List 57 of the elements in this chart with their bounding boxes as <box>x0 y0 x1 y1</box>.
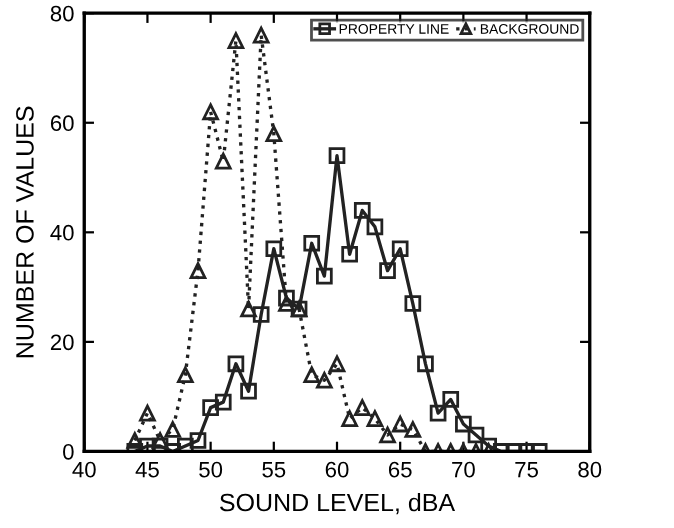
y-tick-label: 80 <box>50 5 74 22</box>
point <box>278 289 295 307</box>
point <box>341 410 358 427</box>
point <box>214 393 232 411</box>
x-tick-label: 45 <box>135 461 159 478</box>
x-tick-label: 40 <box>72 461 96 478</box>
x-tick-label: 65 <box>388 461 412 478</box>
point <box>467 426 485 444</box>
x-axis-title: SOUND LEVEL, dBA <box>220 492 456 515</box>
y-tick-label: 0 <box>63 443 74 460</box>
point <box>455 415 472 433</box>
x-tick-label: 55 <box>262 461 286 478</box>
point <box>417 355 434 373</box>
point <box>214 152 232 170</box>
point <box>240 300 257 318</box>
point <box>391 240 409 258</box>
point <box>189 262 207 279</box>
point <box>303 234 321 252</box>
point <box>429 404 447 422</box>
y-axis-title: NUMBER OF VALUES <box>16 106 34 358</box>
y-tick-label: 20 <box>50 334 74 351</box>
x-tick-label: 80 <box>578 461 602 478</box>
point <box>202 103 219 121</box>
point <box>164 421 182 438</box>
point <box>303 366 321 384</box>
point <box>379 426 396 444</box>
point <box>341 245 358 263</box>
x-tick-label: 70 <box>452 461 475 478</box>
point <box>189 432 207 449</box>
point <box>265 240 283 258</box>
point <box>391 415 409 433</box>
point <box>227 32 245 49</box>
point <box>316 371 333 389</box>
point <box>265 125 283 143</box>
point <box>202 399 219 416</box>
y-tick-label: 40 <box>50 224 74 241</box>
point <box>404 295 422 312</box>
point <box>177 366 194 384</box>
point <box>139 404 156 422</box>
x-tick-label: 50 <box>199 461 223 478</box>
point <box>379 262 396 279</box>
point <box>366 218 384 236</box>
x-tick-label: 75 <box>515 461 538 478</box>
y-tick-label: 60 <box>50 115 74 132</box>
point <box>240 382 257 400</box>
point <box>252 306 270 323</box>
point <box>366 410 384 427</box>
point <box>353 399 371 416</box>
point <box>227 355 245 373</box>
point <box>328 355 346 373</box>
point <box>442 391 460 408</box>
x-tick-label: 60 <box>325 461 349 478</box>
point <box>353 202 371 219</box>
point <box>316 267 333 285</box>
point <box>252 26 270 44</box>
point <box>404 421 422 438</box>
point <box>328 147 346 164</box>
